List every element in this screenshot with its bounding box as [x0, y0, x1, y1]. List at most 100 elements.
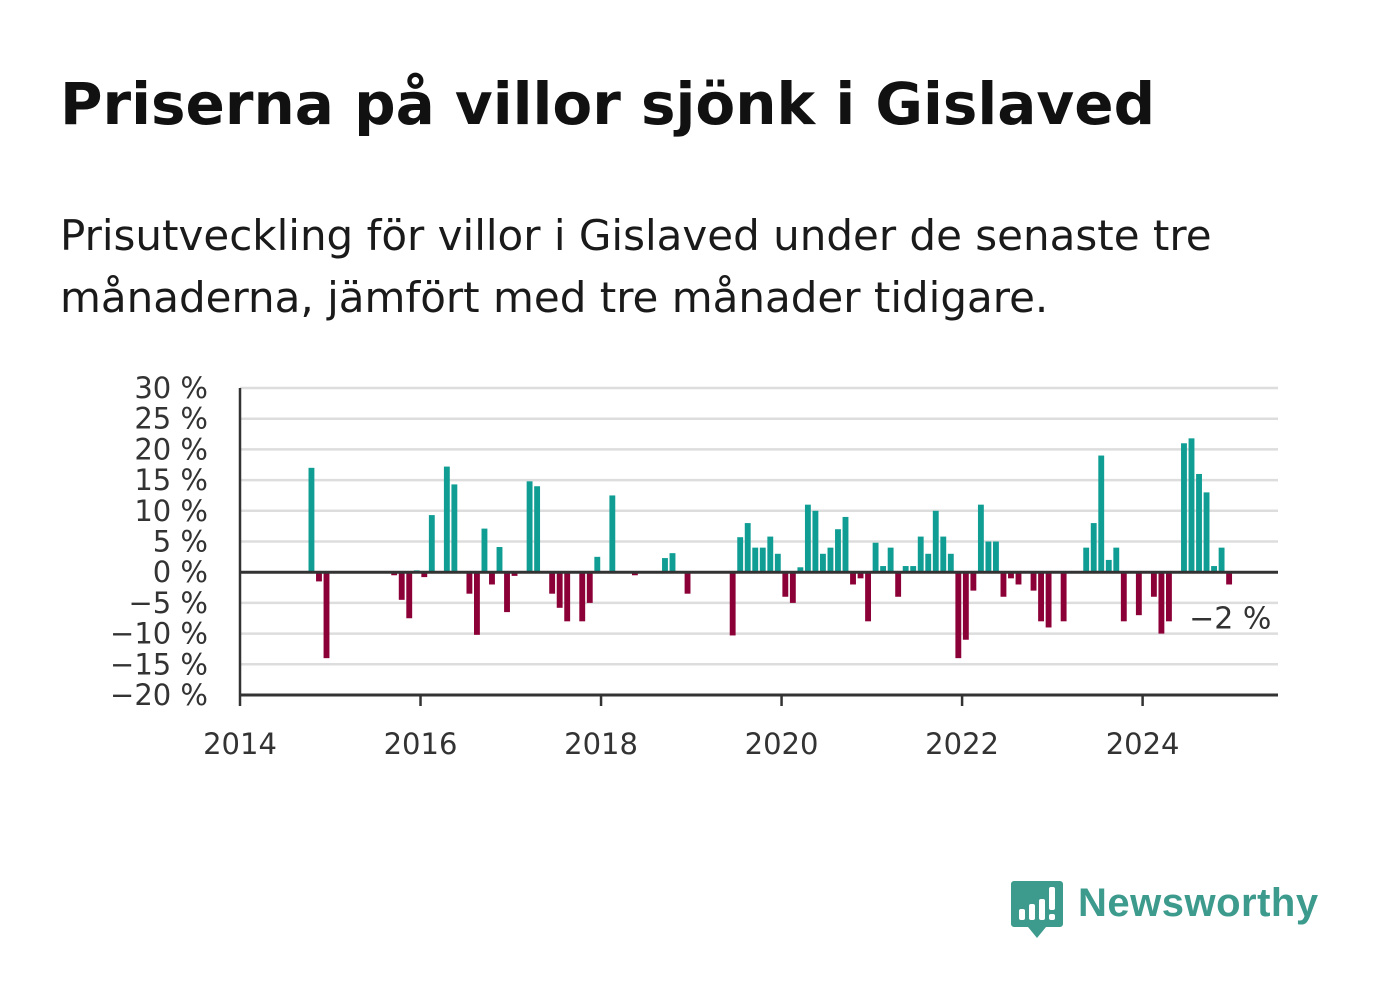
y-tick-label: 10 % [134, 494, 208, 528]
bar [534, 486, 541, 573]
bar [1135, 572, 1142, 616]
bar [1203, 492, 1210, 573]
bar [970, 572, 977, 591]
bar [586, 572, 593, 603]
y-tick-label: 20 % [134, 432, 208, 466]
bar [917, 536, 924, 573]
bar [865, 572, 871, 622]
bar [1188, 438, 1195, 573]
bar [1030, 572, 1037, 591]
y-tick-label: 30 % [134, 371, 208, 405]
bar [962, 572, 969, 640]
bar [526, 481, 533, 573]
y-tick-label: 15 % [134, 463, 208, 497]
bar [1226, 572, 1233, 585]
bar [789, 572, 796, 603]
bar [993, 541, 999, 573]
value-annotation: −2 % [1189, 601, 1271, 636]
bar [428, 515, 435, 573]
grid-lines [240, 386, 1278, 666]
bar [857, 572, 864, 579]
bar [820, 553, 826, 573]
bar [398, 572, 405, 600]
bar [1083, 547, 1090, 573]
bar [985, 541, 992, 573]
bar [804, 504, 811, 573]
brand-name: Newsworthy [1078, 881, 1319, 925]
bar [443, 466, 450, 573]
bar [1166, 572, 1172, 622]
bar [812, 510, 819, 573]
bar [474, 572, 480, 635]
bar [489, 572, 495, 585]
bar [684, 572, 691, 594]
bar [842, 516, 849, 573]
y-tick-label: 25 % [134, 402, 208, 436]
chart-subtitle: Prisutveckling för villor i Gislaved und… [60, 211, 1212, 322]
bar [977, 504, 984, 573]
axes [238, 388, 1278, 706]
bar [308, 467, 315, 573]
bar [887, 547, 894, 573]
bar [481, 528, 488, 573]
bar [594, 556, 601, 573]
bar [1038, 572, 1044, 622]
bar [729, 572, 736, 636]
bar [850, 572, 856, 585]
bar [631, 572, 638, 576]
y-tick-label: 0 % [153, 555, 208, 589]
bar [391, 572, 398, 576]
bar [1105, 559, 1112, 573]
bar [797, 567, 804, 573]
bar [1181, 443, 1187, 573]
bar [323, 572, 330, 659]
bar [1196, 473, 1202, 573]
bar [782, 572, 789, 597]
bar-chart-speech-bubble-icon [1011, 881, 1063, 938]
bar [496, 547, 503, 573]
bar [827, 547, 834, 573]
bar [1015, 572, 1022, 585]
bar [421, 572, 428, 578]
bar [880, 566, 887, 573]
bar [895, 572, 902, 597]
bar [1150, 572, 1157, 597]
bar [835, 529, 841, 573]
chart-title: Priserna på villor sjönk i Gislaved [60, 70, 1156, 138]
bar-chart: 30 %25 %20 %15 %10 %5 %0 %−5 %−10 %−15 %… [110, 371, 1278, 761]
bar [932, 510, 939, 573]
bar [940, 536, 947, 573]
bar [1090, 523, 1097, 573]
x-tick-label: 2018 [564, 727, 638, 761]
bar [902, 566, 909, 573]
bar [511, 572, 518, 576]
x-tick-label: 2022 [925, 727, 999, 761]
bar [564, 572, 571, 622]
bar [579, 572, 586, 622]
bar [774, 553, 781, 573]
bar [451, 484, 458, 573]
y-tick-label: −20 % [110, 678, 208, 712]
x-tick-label: 2020 [745, 727, 819, 761]
bar [1218, 547, 1225, 573]
bar [767, 536, 774, 573]
bar [1211, 566, 1217, 573]
bar [752, 547, 759, 573]
x-tick-label: 2024 [1106, 727, 1180, 761]
bar [556, 572, 563, 608]
x-tick-label: 2014 [203, 727, 277, 761]
y-tick-label: −10 % [110, 617, 208, 651]
bar [504, 572, 510, 613]
bar [1045, 572, 1052, 628]
axis-labels: 30 %25 %20 %15 %10 %5 %0 %−5 %−10 %−15 %… [110, 371, 1271, 761]
y-tick-label: 5 % [153, 525, 208, 559]
y-tick-label: −5 % [128, 586, 208, 620]
bar [925, 553, 932, 573]
x-tick-label: 2016 [384, 727, 458, 761]
bars [308, 438, 1233, 659]
bar [737, 537, 744, 573]
bar [669, 553, 676, 573]
bar [316, 572, 322, 582]
y-tick-label: −15 % [110, 647, 208, 681]
bar [1113, 547, 1120, 573]
